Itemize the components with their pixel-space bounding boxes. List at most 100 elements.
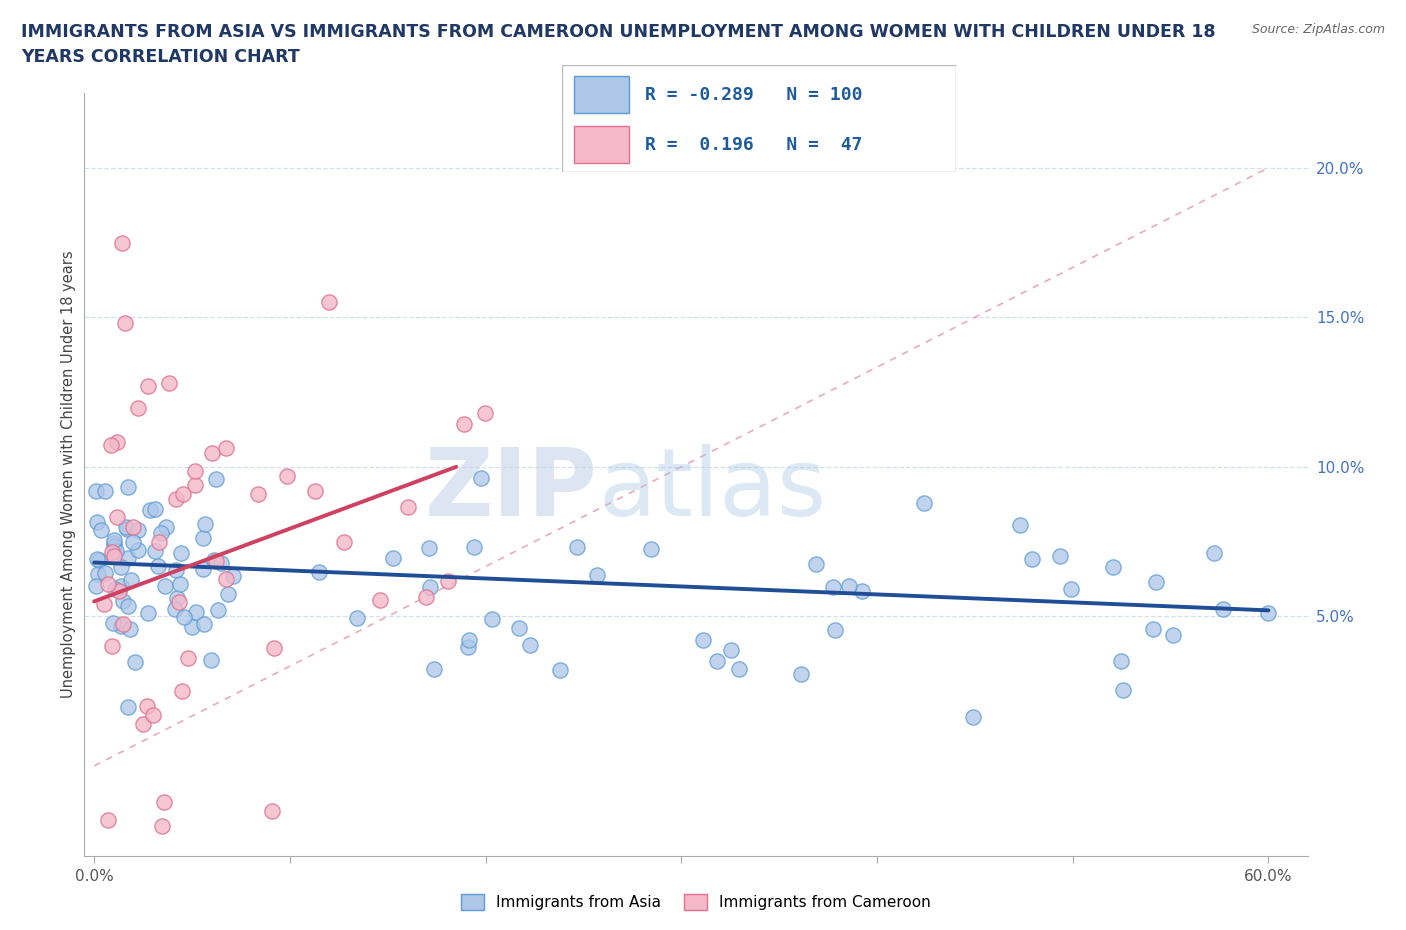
Point — [962, 710, 984, 724]
Point — [193, 531, 215, 546]
Point — [1109, 654, 1132, 669]
Point — [117, 480, 139, 495]
FancyBboxPatch shape — [562, 65, 956, 172]
Point — [453, 417, 475, 432]
Point — [184, 464, 207, 479]
Point — [381, 551, 404, 565]
Point — [84, 578, 107, 593]
Point — [204, 472, 226, 486]
Point — [263, 640, 285, 655]
Point — [463, 540, 485, 555]
Point — [720, 643, 742, 658]
Point — [87, 567, 110, 582]
Point — [110, 618, 132, 633]
Point — [824, 622, 846, 637]
FancyBboxPatch shape — [574, 126, 630, 164]
Point — [586, 568, 609, 583]
Point — [103, 536, 125, 551]
Point — [111, 593, 134, 608]
Point — [127, 523, 149, 538]
Point — [181, 619, 204, 634]
Point — [217, 587, 239, 602]
Point — [396, 499, 419, 514]
Point — [94, 566, 117, 581]
Point — [318, 295, 340, 310]
Point — [727, 662, 749, 677]
Point — [103, 616, 125, 631]
Point — [184, 604, 207, 619]
Text: atlas: atlas — [598, 444, 827, 536]
Point — [170, 684, 193, 698]
Point — [104, 544, 127, 559]
Point — [86, 551, 108, 566]
Point — [87, 552, 110, 567]
Point — [121, 535, 143, 550]
Point — [1202, 546, 1225, 561]
Point — [215, 441, 238, 456]
Point — [148, 535, 170, 550]
Point — [202, 552, 225, 567]
Point — [1142, 621, 1164, 636]
Point — [150, 526, 173, 541]
Point — [177, 650, 200, 665]
Point — [86, 514, 108, 529]
Point — [706, 654, 728, 669]
Point — [194, 516, 217, 531]
Point — [215, 572, 238, 587]
Text: ZIP: ZIP — [425, 444, 598, 536]
Point — [155, 520, 177, 535]
Point — [200, 652, 222, 667]
Point — [90, 523, 112, 538]
Point — [101, 638, 124, 653]
FancyBboxPatch shape — [574, 76, 630, 113]
Point — [135, 698, 157, 713]
Point — [458, 632, 481, 647]
Point — [790, 667, 813, 682]
Point — [481, 612, 503, 627]
Point — [1008, 517, 1031, 532]
Point — [548, 663, 571, 678]
Point — [260, 804, 283, 818]
Point — [169, 594, 191, 609]
Point — [508, 620, 530, 635]
Point — [692, 632, 714, 647]
Point — [821, 580, 844, 595]
Point — [97, 812, 120, 827]
Point — [103, 533, 125, 548]
Text: R =  0.196   N =  47: R = 0.196 N = 47 — [645, 136, 862, 153]
Point — [127, 542, 149, 557]
Point — [143, 543, 166, 558]
Point — [103, 549, 125, 564]
Point — [114, 316, 136, 331]
Point — [117, 598, 139, 613]
Point — [103, 539, 125, 554]
Text: IMMIGRANTS FROM ASIA VS IMMIGRANTS FROM CAMEROON UNEMPLOYMENT AMONG WOMEN WITH C: IMMIGRANTS FROM ASIA VS IMMIGRANTS FROM … — [21, 23, 1216, 41]
Point — [207, 603, 229, 618]
Point — [136, 379, 159, 393]
Point — [105, 434, 128, 449]
Point — [111, 235, 134, 250]
Point — [423, 661, 446, 676]
Point — [169, 577, 191, 591]
Point — [152, 818, 174, 833]
Point — [912, 496, 935, 511]
Point — [519, 638, 541, 653]
Point — [110, 559, 132, 574]
Point — [86, 484, 108, 498]
Point — [110, 578, 132, 593]
Legend: Immigrants from Asia, Immigrants from Cameroon: Immigrants from Asia, Immigrants from Ca… — [456, 888, 936, 917]
Point — [139, 502, 162, 517]
Point — [1161, 628, 1184, 643]
Point — [1101, 559, 1123, 574]
Point — [304, 484, 326, 498]
Point — [415, 589, 437, 604]
Point — [1021, 551, 1043, 566]
Point — [200, 446, 222, 461]
Point — [112, 617, 135, 631]
Point — [115, 522, 138, 537]
Point — [117, 699, 139, 714]
Point — [143, 502, 166, 517]
Point — [470, 471, 492, 485]
Point — [418, 540, 440, 555]
Point — [132, 716, 155, 731]
